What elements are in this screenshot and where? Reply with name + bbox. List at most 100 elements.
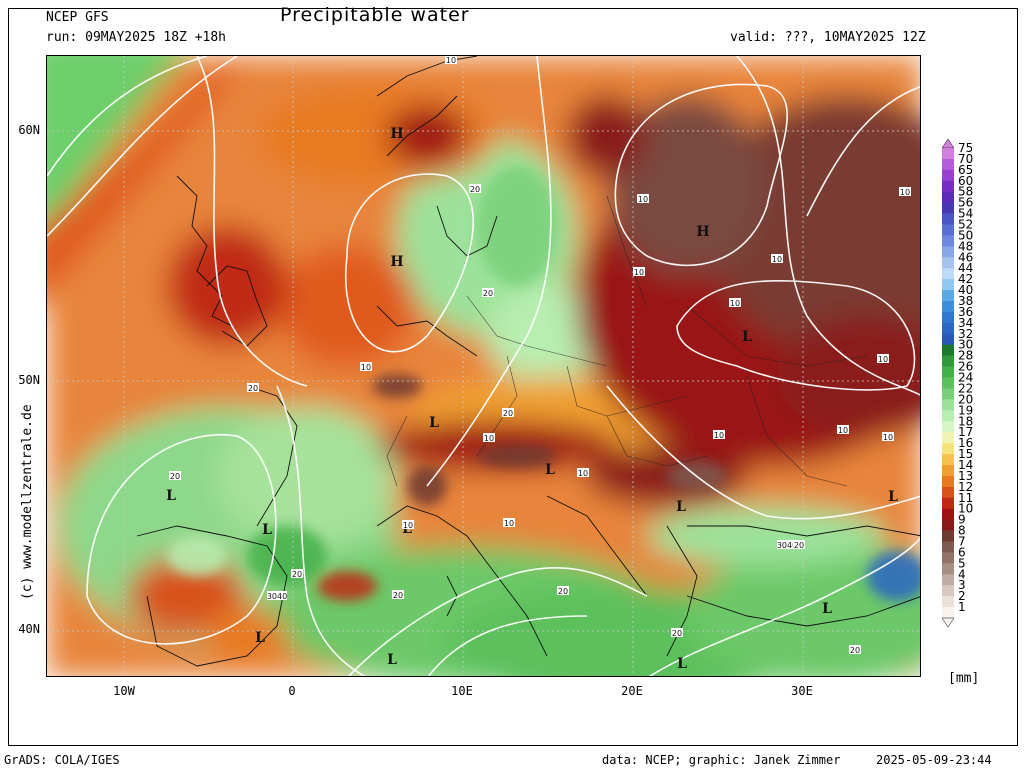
legend-swatch (942, 443, 954, 455)
model-label: NCEP GFS (46, 10, 109, 25)
color-legend: 75 70 65 60 58 56 54 52 50 48 46 44 42 40 38 36 34 32 30 28… (940, 138, 1000, 628)
legend-level-label: 58 (958, 185, 973, 199)
legend-swatch (942, 246, 954, 258)
map-title: Precipitable water (280, 4, 470, 26)
contour-label: 20 (247, 383, 259, 393)
svg-text:20: 20 (170, 472, 180, 481)
figure-frame (8, 8, 1018, 746)
lon-label-10w: 10W (113, 684, 135, 698)
legend-level-label: 34 (958, 316, 973, 330)
contour-label: 10 (771, 254, 783, 264)
contour-label: 20 (392, 590, 404, 600)
legend-swatch (942, 377, 954, 389)
legend-swatch (942, 180, 954, 193)
svg-text:3040: 3040 (777, 541, 797, 550)
legend-level-label: 3 (958, 578, 966, 592)
legend-level-label: 54 (958, 207, 973, 221)
svg-text:10: 10 (403, 521, 413, 530)
legend-level-label: 6 (958, 545, 966, 559)
legend-swatch (942, 508, 954, 520)
legend-swatch (942, 497, 954, 509)
valid-label: valid: ???, 10MAY2025 12Z (730, 30, 926, 45)
contour-label: 20 (671, 628, 683, 638)
low-marker: L (166, 488, 176, 504)
contour-label: 10 (837, 425, 849, 435)
contour-label: 10 (577, 468, 589, 478)
footer-source: data: NCEP; graphic: Janek Zimmer (602, 753, 841, 767)
legend-swatch (942, 475, 954, 488)
low-marker: L (676, 499, 686, 515)
contour-label: 10 (637, 194, 649, 204)
legend-level-label: 2 (958, 589, 966, 603)
legend-level-label: 70 (958, 152, 973, 166)
legend-top-arrow (941, 138, 955, 149)
legend-swatch (942, 552, 954, 564)
legend-level-label: 44 (958, 261, 973, 275)
run-label: run: 09MAY2025 18Z +18h (46, 30, 227, 45)
legend-level-label: 75 (958, 141, 973, 155)
legend-swatch (942, 399, 954, 411)
legend-level-label: 52 (958, 218, 973, 232)
contour-label: 3040 (267, 591, 287, 601)
footer-software: GrADS: COLA/IGES (4, 753, 120, 767)
svg-text:10: 10 (730, 299, 740, 308)
lon-label-20e: 20E (621, 684, 643, 698)
pressure-contours (47, 56, 920, 676)
legend-level-label: 16 (958, 436, 973, 450)
contour-label: 10 (483, 433, 495, 443)
legend-level-label: 65 (958, 163, 973, 177)
contour-label: 20 (169, 471, 181, 481)
contour-label: 10 (713, 430, 725, 440)
legend-swatch (942, 235, 954, 247)
high-marker: H (390, 126, 403, 142)
svg-text:10: 10 (883, 433, 893, 442)
legend-level-label: 40 (958, 283, 973, 297)
coastlines (136, 56, 920, 667)
legend-level-label: 38 (958, 294, 973, 308)
low-marker: L (677, 656, 687, 672)
svg-text:20: 20 (292, 570, 302, 579)
high-marker: H (696, 224, 709, 240)
legend-swatch (942, 464, 954, 477)
low-marker: L (822, 601, 832, 617)
low-marker: L (387, 652, 397, 668)
lat-label-40n: 40N (18, 622, 40, 636)
legend-swatch (942, 388, 954, 400)
legend-level-label: 46 (958, 250, 973, 264)
contour-label: 20 (482, 288, 494, 298)
legend-level-label: 32 (958, 327, 973, 341)
legend-swatch (942, 301, 954, 313)
svg-text:3040: 3040 (267, 592, 287, 601)
legend-swatch (942, 410, 954, 422)
svg-text:10: 10 (714, 431, 724, 440)
legend-swatch (942, 279, 954, 291)
legend-level-label: 12 (958, 480, 973, 494)
legend-swatch (942, 224, 954, 236)
legend-swatch (942, 519, 954, 531)
legend-swatch (942, 432, 954, 444)
legend-swatch (942, 311, 954, 324)
contour-label: 10 (402, 520, 414, 530)
svg-text:10: 10 (578, 469, 588, 478)
legend-level-label: 36 (958, 305, 973, 319)
contour-label: 20 (469, 184, 481, 194)
svg-text:20: 20 (558, 587, 568, 596)
legend-level-label: 10 (958, 502, 973, 516)
footer-timestamp: 2025-05-09-23:44 (876, 753, 992, 767)
contour-label: 10 (445, 56, 457, 65)
low-marker: L (545, 462, 555, 478)
lon-label-10e: 10E (451, 684, 473, 698)
legend-swatch (942, 596, 954, 608)
legend-swatch (942, 202, 954, 214)
svg-text:10: 10 (361, 363, 371, 372)
legend-level-label: 1 (958, 600, 966, 614)
svg-text:10: 10 (484, 434, 494, 443)
legend-swatch (942, 454, 954, 466)
legend-level-label: 60 (958, 174, 973, 188)
contour-label: 20 (291, 569, 303, 579)
legend-swatch (942, 268, 954, 280)
svg-text:10: 10 (504, 519, 514, 528)
legend-level-label: 19 (958, 403, 973, 417)
svg-text:10: 10 (638, 195, 648, 204)
legend-swatch (942, 333, 954, 346)
